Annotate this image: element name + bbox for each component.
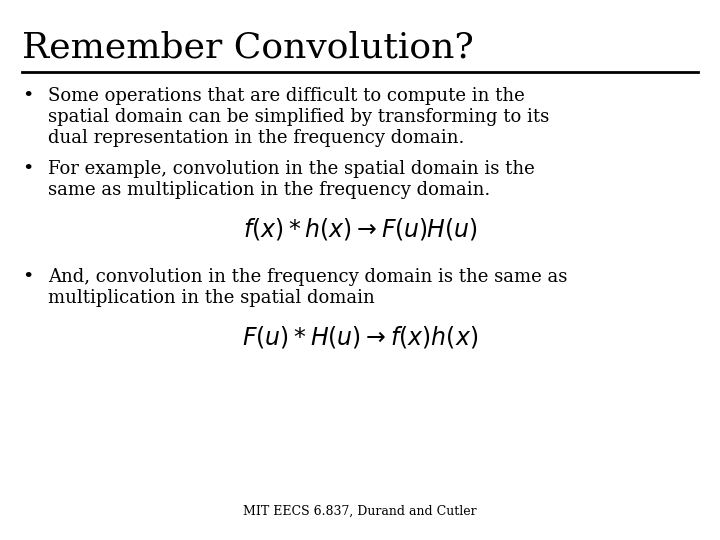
- Text: •: •: [22, 268, 33, 286]
- Text: dual representation in the frequency domain.: dual representation in the frequency dom…: [48, 129, 464, 147]
- Text: $f(x)*h(x) \rightarrow F(u)H(u)$: $f(x)*h(x) \rightarrow F(u)H(u)$: [243, 216, 477, 242]
- Text: spatial domain can be simplified by transforming to its: spatial domain can be simplified by tran…: [48, 108, 549, 126]
- Text: $F(u)*H(u) \rightarrow f(x)h(x)$: $F(u)*H(u) \rightarrow f(x)h(x)$: [242, 324, 478, 350]
- Text: Remember Convolution?: Remember Convolution?: [22, 30, 474, 64]
- Text: multiplication in the spatial domain: multiplication in the spatial domain: [48, 289, 374, 307]
- Text: •: •: [22, 87, 33, 105]
- Text: MIT EECS 6.837, Durand and Cutler: MIT EECS 6.837, Durand and Cutler: [243, 505, 477, 518]
- Text: For example, convolution in the spatial domain is the: For example, convolution in the spatial …: [48, 160, 535, 178]
- Text: same as multiplication in the frequency domain.: same as multiplication in the frequency …: [48, 181, 490, 199]
- Text: Some operations that are difficult to compute in the: Some operations that are difficult to co…: [48, 87, 525, 105]
- Text: And, convolution in the frequency domain is the same as: And, convolution in the frequency domain…: [48, 268, 567, 286]
- Text: •: •: [22, 160, 33, 178]
